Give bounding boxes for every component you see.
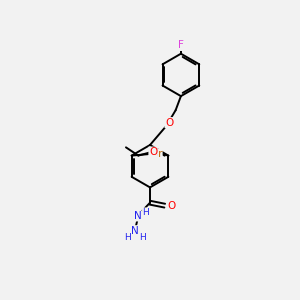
Text: O: O [149, 147, 157, 157]
Text: F: F [178, 40, 184, 50]
Text: H: H [142, 208, 149, 217]
Text: H: H [124, 233, 130, 242]
Text: N: N [131, 226, 139, 236]
Text: H: H [139, 233, 146, 242]
Text: O: O [165, 118, 173, 128]
Text: O: O [167, 201, 175, 211]
Text: Br: Br [151, 149, 162, 159]
Text: N: N [134, 211, 142, 221]
